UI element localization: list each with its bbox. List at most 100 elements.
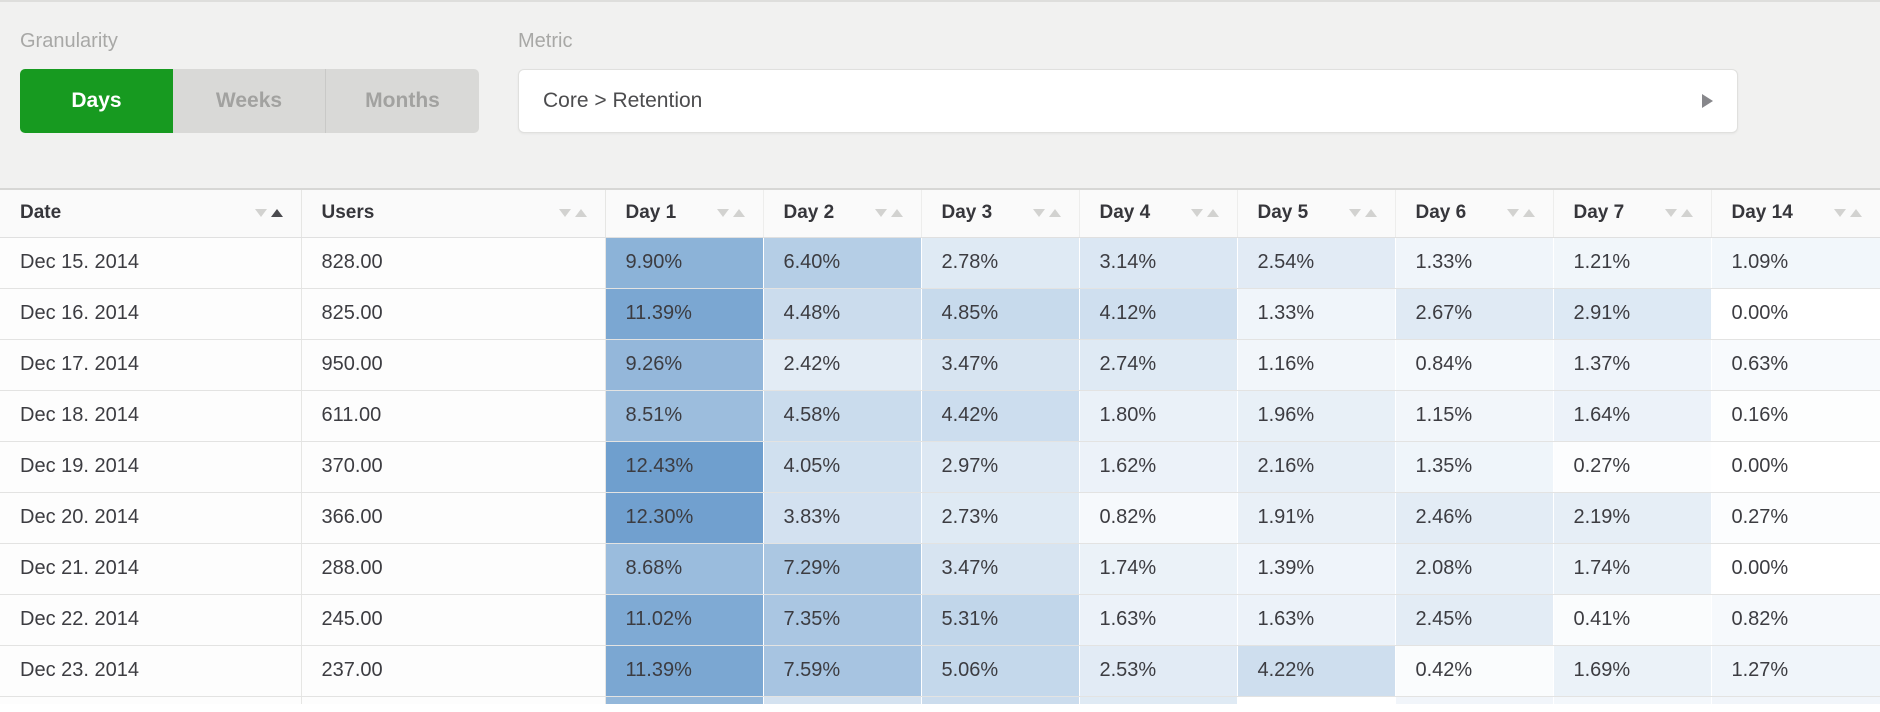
retention-cell: 4.22% <box>1237 645 1396 697</box>
retention-cell: 0.27% <box>1553 441 1712 493</box>
retention-cell: 1.37% <box>1553 339 1712 391</box>
sort-icons[interactable] <box>1190 209 1219 218</box>
granularity-days-button[interactable]: Days <box>20 69 173 133</box>
retention-cell: 7.59% <box>763 645 922 697</box>
retention-cell: 11.39% <box>605 288 764 340</box>
column-header-day1[interactable]: Day 1 <box>605 190 764 238</box>
column-header-date[interactable]: Date <box>0 190 302 238</box>
sort-desc-icon <box>1834 209 1846 218</box>
retention-cell: 1.62% <box>1079 441 1238 493</box>
retention-cell: 7.35% <box>763 594 922 646</box>
retention-cell: 4.42% <box>921 390 1080 442</box>
granularity-group: Granularity Days Weeks Months <box>20 30 479 133</box>
users-cell: 245.00 <box>301 594 606 646</box>
retention-cell: 3.47% <box>921 543 1080 595</box>
retention-cell: 0.16% <box>1711 390 1880 442</box>
sort-icons[interactable] <box>874 209 903 218</box>
sort-icons[interactable] <box>254 209 283 218</box>
retention-cell: 0.84% <box>1395 339 1554 391</box>
retention-cell: 6.40% <box>763 237 922 289</box>
retention-cell: 5.06% <box>921 645 1080 697</box>
table-row: Dec 22. 2014 245.00 11.02% 7.35% 5.31% 1.63% 1… <box>0 594 1880 646</box>
sort-asc-icon <box>1364 209 1377 218</box>
column-header-day14[interactable]: Day 14 <box>1711 190 1880 238</box>
retention-cell: 0.82% <box>1079 492 1238 544</box>
users-cell: 370.00 <box>301 441 606 493</box>
retention-cell: 1.80% <box>1079 390 1238 442</box>
retention-cell: 0.41% <box>1553 594 1712 646</box>
column-header-label: Day 1 <box>625 202 677 224</box>
retention-cell: 11.02% <box>605 594 764 646</box>
date-cell: Dec 16. 2014 <box>0 288 302 340</box>
retention-cell: 0.63% <box>1711 339 1880 391</box>
retention-cell: 2.91% <box>1553 288 1712 340</box>
table-row: Dec 17. 2014 950.00 9.26% 2.42% 3.47% 2.74% 1.… <box>0 339 1880 391</box>
column-header-day2[interactable]: Day 2 <box>763 190 922 238</box>
users-cell: 288.00 <box>301 543 606 595</box>
sort-asc-icon <box>574 209 587 218</box>
retention-cell: 4.85% <box>921 288 1080 340</box>
retention-cell <box>1237 696 1396 704</box>
date-cell: Dec 19. 2014 <box>0 441 302 493</box>
sort-icons[interactable] <box>1348 209 1377 218</box>
retention-cell: 2.97% <box>921 441 1080 493</box>
column-header-day5[interactable]: Day 5 <box>1237 190 1396 238</box>
retention-cell: 1.63% <box>1079 594 1238 646</box>
table-row: Dec 21. 2014 288.00 8.68% 7.29% 3.47% 1.74% 1.… <box>0 543 1880 595</box>
retention-cell: 2.46% <box>1395 492 1554 544</box>
sort-icons[interactable] <box>1032 209 1061 218</box>
granularity-months-button[interactable]: Months <box>326 69 479 133</box>
retention-cell: 5.31% <box>921 594 1080 646</box>
sort-asc-icon <box>270 209 283 218</box>
date-cell: Dec 15. 2014 <box>0 237 302 289</box>
column-header-day7[interactable]: Day 7 <box>1553 190 1712 238</box>
sort-asc-icon <box>1680 209 1693 218</box>
retention-cell: 2.73% <box>921 492 1080 544</box>
retention-cell <box>1711 696 1880 704</box>
sort-desc-icon <box>1664 209 1677 218</box>
sort-icons[interactable] <box>1506 209 1535 218</box>
retention-cell: 1.16% <box>1237 339 1396 391</box>
retention-cell <box>763 696 922 704</box>
sort-desc-icon <box>874 209 887 218</box>
granularity-weeks-button[interactable]: Weeks <box>173 69 326 133</box>
retention-cell: 4.12% <box>1079 288 1238 340</box>
retention-cell: 12.30% <box>605 492 764 544</box>
metric-selected-value: Core > Retention <box>543 89 703 112</box>
retention-cell <box>1553 696 1712 704</box>
retention-cell <box>1395 696 1554 704</box>
retention-cell: 0.00% <box>1711 441 1880 493</box>
users-cell: 950.00 <box>301 339 606 391</box>
date-cell: Dec 22. 2014 <box>0 594 302 646</box>
sort-asc-icon <box>1048 209 1061 218</box>
table-header: Date Users Day 1 Day 2 Day 3 Day 4 Day 5 Day 6 D… <box>0 190 1880 238</box>
retention-cell: 2.74% <box>1079 339 1238 391</box>
users-cell: 825.00 <box>301 288 606 340</box>
sort-icons[interactable] <box>1834 209 1862 218</box>
users-cell <box>301 696 606 704</box>
sort-icons[interactable] <box>1664 209 1693 218</box>
retention-cell: 3.47% <box>921 339 1080 391</box>
column-header-day6[interactable]: Day 6 <box>1395 190 1554 238</box>
retention-cell: 1.74% <box>1079 543 1238 595</box>
retention-cell: 0.27% <box>1711 492 1880 544</box>
retention-cell: 1.21% <box>1553 237 1712 289</box>
retention-cell: 2.16% <box>1237 441 1396 493</box>
metric-dropdown[interactable]: Core > Retention <box>518 69 1738 133</box>
column-header-day3[interactable]: Day 3 <box>921 190 1080 238</box>
table-row: Dec 16. 2014 825.00 11.39% 4.48% 4.85% 4.12% 1… <box>0 288 1880 340</box>
retention-cell: 3.83% <box>763 492 922 544</box>
sort-icons[interactable] <box>558 209 587 218</box>
retention-cell: 2.19% <box>1553 492 1712 544</box>
sort-icons[interactable] <box>716 209 745 218</box>
column-header-label: Day 2 <box>783 202 835 224</box>
column-header-label: Day 4 <box>1099 202 1151 224</box>
table-row: Dec 18. 2014 611.00 8.51% 4.58% 4.42% 1.80% 1.… <box>0 390 1880 442</box>
column-header-users[interactable]: Users <box>301 190 606 238</box>
column-header-day4[interactable]: Day 4 <box>1079 190 1238 238</box>
retention-cell: 0.00% <box>1711 288 1880 340</box>
sort-asc-icon <box>1206 209 1219 218</box>
chevron-right-icon <box>1702 94 1713 108</box>
date-cell: Dec 21. 2014 <box>0 543 302 595</box>
retention-cell: 2.53% <box>1079 645 1238 697</box>
